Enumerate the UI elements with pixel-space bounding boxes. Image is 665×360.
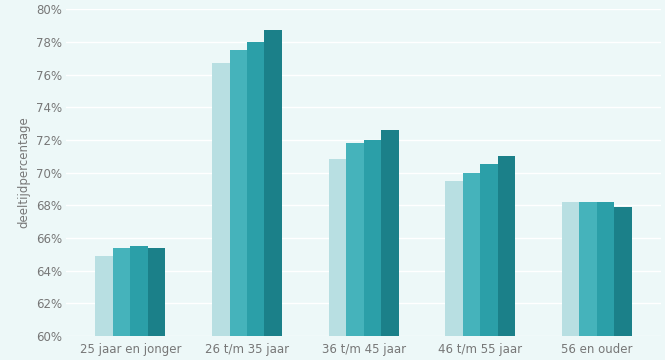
Bar xyxy=(247,42,265,336)
Bar xyxy=(212,63,229,336)
Bar xyxy=(346,143,364,336)
Bar xyxy=(445,181,463,336)
Bar xyxy=(229,50,247,336)
Bar xyxy=(562,202,579,336)
Bar xyxy=(497,156,515,336)
Bar xyxy=(614,207,632,336)
Bar xyxy=(329,159,346,336)
Bar xyxy=(265,30,282,336)
Bar xyxy=(381,130,398,336)
Bar xyxy=(463,172,480,336)
Bar xyxy=(96,256,113,336)
Bar xyxy=(130,246,148,336)
Bar xyxy=(148,248,166,336)
Bar xyxy=(579,202,597,336)
Bar xyxy=(364,140,381,336)
Y-axis label: deeltijdpercentage: deeltijdpercentage xyxy=(17,117,31,228)
Bar xyxy=(113,248,130,336)
Bar xyxy=(597,202,614,336)
Bar xyxy=(480,165,497,336)
